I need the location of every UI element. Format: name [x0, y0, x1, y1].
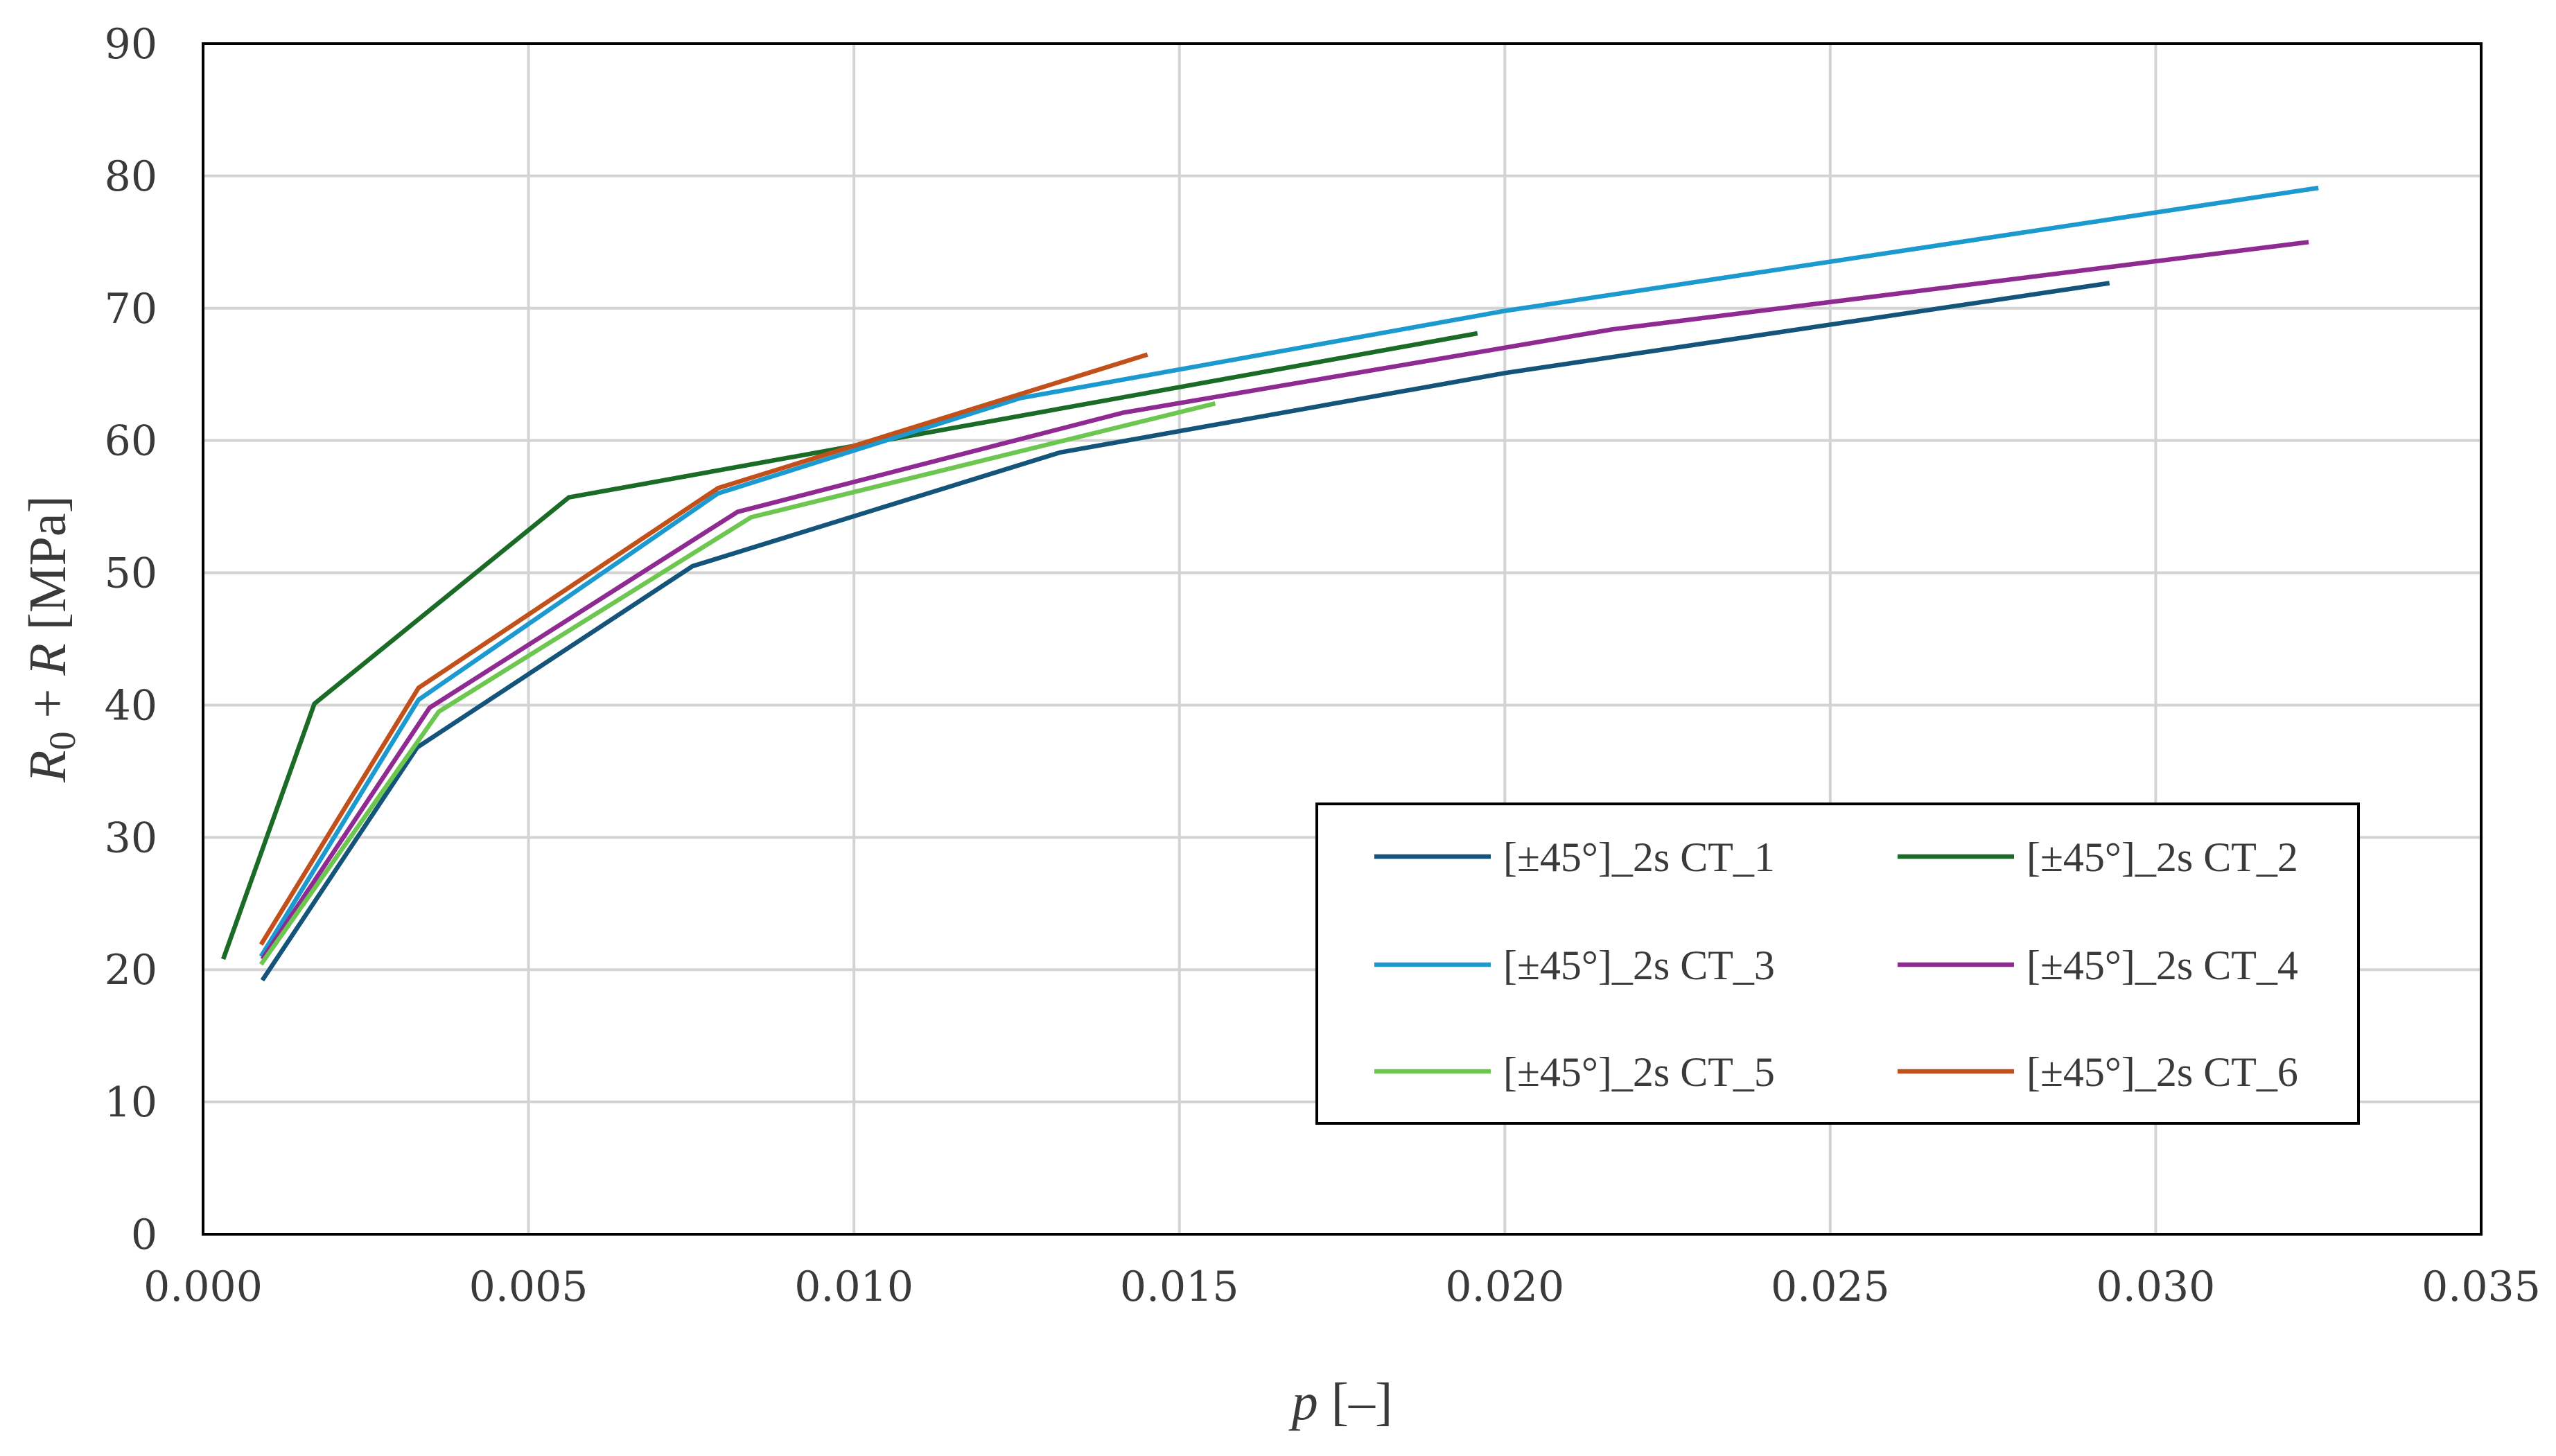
y-tick-label: 80	[105, 152, 157, 201]
x-axis-title: p [–]	[1288, 1373, 1393, 1431]
legend-entry-2: [±45°]_2s CT_2	[1898, 834, 2298, 880]
x-tick-label: 0.030	[2097, 1263, 2216, 1311]
series-line-4	[260, 240, 2309, 961]
x-tick-labels: 0.000 0.005 0.010 0.015 0.020 0.025 0.030 0.035	[143, 1263, 2541, 1311]
x-axis-variable: p	[1288, 1373, 1318, 1431]
grid	[203, 44, 2481, 1234]
y-tick-label: 50	[105, 550, 157, 598]
series-line-2	[221, 331, 1478, 961]
y-axis-variable: R	[19, 751, 77, 783]
series-line-3	[259, 185, 2319, 958]
series-line-1	[260, 281, 2110, 982]
series-lines	[221, 185, 2319, 982]
series-line-6	[259, 352, 1148, 946]
legend-label: [±45°]_2s CT_3	[1503, 942, 1775, 988]
legend-label: [±45°]_2s CT_5	[1503, 1049, 1775, 1095]
legend-entry-6: [±45°]_2s CT_6	[1898, 1049, 2298, 1095]
y-axis-plus: +	[19, 676, 77, 732]
y-tick-label: 60	[105, 417, 157, 466]
plot-frame	[202, 42, 2483, 1236]
legend-entry-4: [±45°]_2s CT_4	[1898, 942, 2298, 988]
x-axis-unit: [–]	[1318, 1373, 1393, 1431]
x-tick-label: 0.020	[1445, 1263, 1564, 1311]
y-axis-variable-2: R	[19, 643, 77, 676]
y-tick-label: 70	[105, 285, 157, 333]
legend: [±45°]_2s CT_1 [±45°]_2s CT_2 [±45°]_2s CT…	[1315, 802, 2360, 1125]
y-axis-unit: [MPa]	[19, 495, 77, 643]
y-tick-label: 30	[105, 814, 157, 862]
legend-label: [±45°]_2s CT_1	[1503, 834, 1775, 880]
y-tick-label: 40	[105, 681, 157, 730]
y-tick-label: 0	[131, 1211, 157, 1259]
legend-label: [±45°]_2s CT_4	[2027, 942, 2298, 988]
legend-entry-5: [±45°]_2s CT_5	[1374, 1049, 1775, 1095]
y-tick-labels: 0 10 20 30 40 50 60 70 80 90	[105, 20, 157, 1259]
y-axis-subscript: 0	[42, 732, 83, 751]
x-tick-label: 0.015	[1120, 1263, 1239, 1311]
series-line-5	[259, 401, 1216, 966]
y-tick-label: 90	[105, 20, 157, 69]
x-tick-label: 0.000	[143, 1263, 263, 1311]
x-tick-label: 0.005	[469, 1263, 588, 1311]
y-axis-title: R0 + R [MPa]	[19, 495, 83, 783]
x-tick-label: 0.035	[2422, 1263, 2541, 1311]
legend-entry-1: [±45°]_2s CT_1	[1374, 834, 1775, 880]
x-tick-label: 0.025	[1771, 1263, 1890, 1311]
x-tick-label: 0.010	[794, 1263, 913, 1311]
legend-label: [±45°]_2s CT_2	[2027, 834, 2298, 880]
y-tick-label: 10	[105, 1078, 157, 1127]
legend-entry-3: [±45°]_2s CT_3	[1374, 942, 1775, 988]
legend-label: [±45°]_2s CT_6	[2027, 1049, 2298, 1095]
y-tick-label: 20	[105, 946, 157, 994]
